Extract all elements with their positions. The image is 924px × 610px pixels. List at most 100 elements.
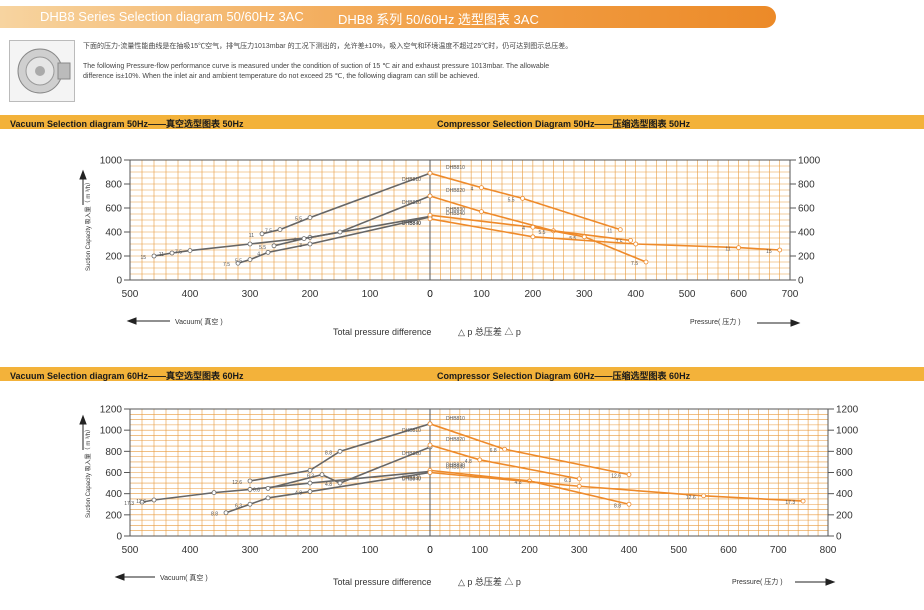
title-en: DHB8 Series Selection diagram 50/60Hz 3A…	[40, 9, 304, 24]
chart3-xtick-label: 400	[621, 545, 638, 556]
chart3-xtick-label: 300	[571, 545, 588, 556]
chart0-series-DHB810-point	[259, 231, 265, 237]
chart0-series-DHB810-point	[277, 227, 283, 233]
chart2-series-DHB820-point-label: 6.3	[307, 474, 314, 480]
chart3-series-DHB810-point-label: 6.8	[490, 448, 497, 454]
title-cn: DHB8 系列 50/60Hz 选型图表 3AC	[338, 12, 539, 27]
chart0-series-DHB840-point-label: 7.5	[223, 262, 230, 268]
chart1-xtick-label: 700	[782, 289, 799, 300]
chart1-series-DHB810-point	[427, 170, 433, 176]
chart0-series-DHB820-line	[273, 195, 431, 247]
chart0-xtick-label: 400	[182, 289, 199, 300]
chart2-ytick-label: 0	[116, 532, 122, 543]
chart0-series-DHB810-point	[307, 215, 313, 221]
chart0-series-DHB830-point-label: 11	[159, 252, 164, 258]
chart3-xtick-label: 100	[471, 545, 488, 556]
chart2-series-DHB820-point	[265, 485, 271, 491]
chart0-series-DHB840-point	[265, 249, 271, 255]
chart1-xtick-label: 500	[679, 289, 696, 300]
chart2-xtick-label: 400	[182, 545, 199, 556]
chart2-series-name-label: DHB830	[402, 475, 421, 481]
chart0-series-DHB810-point-label: 11	[249, 233, 254, 239]
chart1-series-DHB840-point-label: 11	[725, 247, 730, 253]
chart3-series-DHB810-point-label: 12.6	[611, 474, 621, 480]
chart1-series-name-label: DHB810	[446, 165, 465, 171]
section-bar-60hz: Vacuum Selection diagram 60Hz——真空选型图表 60…	[0, 367, 924, 381]
chart0-series-DHB820-point	[271, 243, 277, 249]
chart2-series-DHB840-point-label: 6.3	[235, 503, 242, 509]
chart2-series-DHB830-point	[151, 497, 157, 503]
chart3-xtick-label: 700	[770, 545, 787, 556]
chart2-ytick-label: 400	[105, 489, 122, 500]
chart3-series-DHB830-point-label: 4.8	[515, 480, 522, 486]
chart0-xtick-label: 300	[242, 289, 259, 300]
chart3-series-DHB820-point-label: 4.8	[465, 459, 472, 465]
chart3-ytick-label: 600	[836, 468, 853, 479]
chart3-xtick-label: 800	[820, 545, 837, 556]
description-en-2: difference is±10%. When the inlet air an…	[83, 73, 480, 80]
chart2-ytick-label: 1000	[100, 426, 123, 437]
chart1-xtick-label: 600	[730, 289, 747, 300]
chart3-series-name-label: DHB840	[446, 465, 465, 471]
chart1-ytick-label: 400	[798, 228, 815, 239]
chart2-series-DHB810-point	[307, 467, 313, 473]
chart3-series-DHB840-point	[427, 470, 433, 475]
chart2-series-DHB820-point	[337, 480, 343, 486]
section-compressor-50hz: Compressor Selection Diagram 50Hz——压缩选型图…	[437, 119, 691, 129]
chart2-series-DHB820-point-label: 6.8	[253, 487, 260, 493]
chart2-series-DHB830-point-label: 17.3	[124, 501, 134, 507]
chart3-ytick-label: 800	[836, 447, 853, 458]
chart3-series-DHB840-point	[576, 483, 582, 489]
chart2-series-DHB840-point-label: 8.8	[211, 512, 218, 518]
chart3-series-DHB820-point-label: 6.3	[564, 478, 571, 484]
chart0-xtick-label: 500	[122, 289, 139, 300]
chart0-ytick-label: 0	[116, 276, 122, 287]
chart1-series-DHB840-point-label: 15	[766, 249, 772, 255]
chart0-series-DHB820-point-label: 4	[293, 238, 296, 244]
chart1-series-DHB830-point-label: 5.5	[569, 236, 576, 242]
chart0-series-name-label: DHB840	[402, 221, 421, 227]
pressure-label-60hz: Pressure( 压力 )	[732, 577, 783, 586]
chart2-series-DHB810-point-label: 8.8	[325, 450, 332, 456]
chart1-series-DHB840-point	[633, 241, 639, 247]
chart0-series-DHB810-point-label: 7.5	[265, 229, 272, 235]
chart2-series-DHB830-point	[247, 487, 253, 492]
delta-label-50hz: △ p 总压差 △ p	[458, 326, 521, 337]
chart3-series-DHB820-point	[427, 442, 433, 448]
chart1-series-DHB820-point-label: 5.5	[538, 230, 545, 236]
chart2-series-name-label: DHB810	[402, 428, 421, 434]
pressure-label-50hz: Pressure( 压力 )	[690, 317, 741, 326]
chart0-xtick-label: 200	[302, 289, 319, 300]
chart1-xtick-label: 200	[525, 289, 542, 300]
chart1-series-name-label: DHB820	[446, 188, 465, 194]
chart1-series-DHB810-point-label: 11	[607, 229, 612, 235]
chart2-ytick-label: 200	[105, 510, 122, 521]
chart1-ytick-label: 800	[798, 180, 815, 191]
chart0-series-name-label: DHB820	[402, 200, 421, 206]
chart3-xtick-label: 600	[720, 545, 737, 556]
chart0-series-DHB830-point	[151, 253, 157, 259]
chart0-series-DHB810-line	[261, 172, 431, 235]
chart0-series-DHB830-point	[187, 248, 193, 254]
section-compressor-60hz: Compressor Selection Diagram 60Hz——压缩选型图…	[437, 371, 691, 381]
ylabel-50hz: Suction Capacity 吸入量（ m ³/h）	[85, 179, 92, 271]
chart2-series-DHB820-point	[319, 472, 325, 478]
chart0-series-DHB820-point-label: 5.5	[259, 245, 266, 251]
chart2-series-DHB820-line	[267, 446, 431, 490]
chart2-series-DHB820-point-label: 4.8	[325, 482, 332, 488]
chart2-ytick-label: 800	[105, 447, 122, 458]
chart1-series-DHB840-point	[530, 234, 536, 240]
vacuum-label-50hz: Vacuum( 真空 )	[175, 317, 223, 326]
chart2-series-DHB830-point	[139, 499, 145, 505]
total-label-60hz: Total pressure difference	[333, 577, 431, 587]
chart1-series-DHB830-point	[643, 259, 649, 265]
chart3-series-name-label: DHB810	[446, 416, 465, 422]
chart1-series-DHB810-line	[429, 172, 621, 231]
chart0-series-DHB840-point-label: 3	[299, 243, 302, 249]
chart0-ytick-label: 1000	[100, 156, 123, 167]
chart2-xtick-label: 0	[427, 545, 433, 556]
chart1-series-DHB830-point-label: 7.5	[631, 261, 638, 267]
chart0-ytick-label: 600	[105, 204, 122, 215]
chart1-series-DHB840-point	[736, 245, 741, 251]
chart1-series-DHB840-point	[427, 216, 433, 222]
